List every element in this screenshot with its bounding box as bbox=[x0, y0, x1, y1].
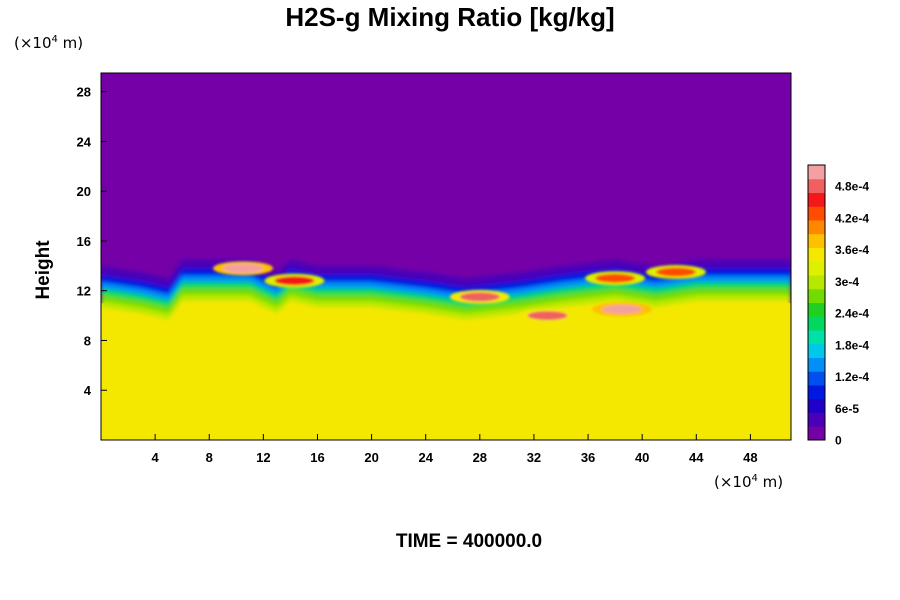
plume-core-0 bbox=[223, 263, 264, 273]
colorbar-swatch-6 bbox=[808, 343, 825, 358]
interface-bands bbox=[101, 259, 791, 440]
y-unit-suffix: m) bbox=[57, 34, 84, 52]
x-unit-prefix: (×10 bbox=[714, 473, 752, 491]
y-unit-prefix: (×10 bbox=[14, 34, 52, 52]
x-unit-exponent: 4 bbox=[751, 473, 758, 484]
colorbar-swatch-4 bbox=[808, 371, 825, 386]
x-tick-label-10: 44 bbox=[689, 450, 704, 465]
colorbar-tick-label-3: 1.8e-4 bbox=[835, 338, 869, 352]
colorbar-swatch-7 bbox=[808, 330, 825, 345]
chart-title: H2S-g Mixing Ratio [kg/kg] bbox=[285, 2, 615, 32]
x-tick-label-4: 20 bbox=[364, 450, 378, 465]
y-tick-label-2: 12 bbox=[77, 284, 91, 299]
y-tick-label-3: 16 bbox=[77, 234, 91, 249]
plume-core-2 bbox=[459, 292, 500, 302]
interface-band-6 bbox=[101, 300, 791, 440]
x-unit-suffix: m) bbox=[757, 473, 784, 491]
colorbar-swatch-13 bbox=[808, 247, 825, 262]
x-tick-label-3: 16 bbox=[310, 450, 324, 465]
plume-core-5 bbox=[595, 273, 636, 283]
colorbar-tick-label-1: 6e-5 bbox=[835, 402, 859, 416]
heatmap-field bbox=[101, 73, 791, 440]
x-tick-label-5: 24 bbox=[418, 450, 433, 465]
plume-core-4 bbox=[601, 304, 642, 314]
colorbar-swatch-12 bbox=[808, 261, 825, 276]
x-tick-label-11: 48 bbox=[743, 450, 757, 465]
time-label: TIME = 400000.0 bbox=[395, 531, 543, 552]
colorbar-swatch-15 bbox=[808, 220, 825, 235]
y-unit-exponent: 4 bbox=[51, 34, 58, 45]
x-tick-label-7: 32 bbox=[527, 450, 541, 465]
x-tick-label-6: 28 bbox=[473, 450, 487, 465]
colorbar-swatch-16 bbox=[808, 206, 825, 221]
colorbar-swatch-18 bbox=[808, 178, 825, 193]
plot-frame bbox=[100, 72, 792, 441]
y-tick-label-0: 4 bbox=[84, 383, 92, 398]
colorbar-tick-label-0: 0 bbox=[835, 434, 842, 448]
plume-core-3 bbox=[527, 311, 568, 321]
x-tick-label-1: 8 bbox=[206, 450, 213, 465]
y-tick-label-5: 24 bbox=[77, 134, 92, 149]
colorbar-swatch-17 bbox=[808, 192, 825, 207]
colorbar-tick-label-5: 3e-4 bbox=[835, 275, 859, 289]
colorbar-swatch-2 bbox=[808, 398, 825, 413]
colorbar-swatch-3 bbox=[808, 385, 825, 400]
x-ticks: 4 8 12 16 20 24 28 32 36 40 44 48 bbox=[152, 434, 758, 465]
colorbar-swatch-19 bbox=[808, 165, 825, 180]
colorbar-swatch-8 bbox=[808, 316, 825, 331]
colorbar-tick-label-2: 1.2e-4 bbox=[835, 370, 869, 384]
x-tick-label-9: 40 bbox=[635, 450, 649, 465]
colorbar-tick-label-8: 4.8e-4 bbox=[835, 180, 869, 194]
x-axis-unit: (×104 m) bbox=[714, 473, 783, 491]
colorbar-swatch-10 bbox=[808, 288, 825, 303]
colorbar-tick-label-7: 4.2e-4 bbox=[835, 211, 869, 225]
plume-core-1 bbox=[274, 276, 315, 286]
y-tick-label-6: 28 bbox=[77, 85, 91, 100]
colorbar-frame bbox=[807, 164, 826, 441]
colorbar-swatch-11 bbox=[808, 275, 825, 290]
y-tick-label-4: 20 bbox=[77, 184, 91, 199]
colorbar-swatch-0 bbox=[808, 426, 825, 441]
colorbar-tick-label-4: 2.4e-4 bbox=[835, 307, 869, 321]
colorbar-tick-label-6: 3.6e-4 bbox=[835, 243, 869, 257]
y-tick-label-1: 8 bbox=[84, 333, 91, 348]
plume-features bbox=[213, 261, 706, 323]
y-axis-unit: (×104 m) bbox=[14, 34, 83, 52]
y-ticks: 4 8 12 16 20 24 28 bbox=[77, 85, 107, 398]
x-tick-label-8: 36 bbox=[581, 450, 595, 465]
x-tick-label-2: 12 bbox=[256, 450, 270, 465]
colorbar-swatch-9 bbox=[808, 302, 825, 317]
colorbar: 0 6e-5 1.2e-4 1.8e-4 2.4e-4 3e-4 3.6e-4 4.2e-4 4… bbox=[807, 164, 869, 448]
colorbar-swatch-5 bbox=[808, 357, 825, 372]
plume-core-6 bbox=[656, 267, 696, 277]
x-tick-label-0: 4 bbox=[152, 450, 160, 465]
colorbar-swatch-1 bbox=[808, 412, 825, 427]
colorbar-swatch-14 bbox=[808, 233, 825, 248]
